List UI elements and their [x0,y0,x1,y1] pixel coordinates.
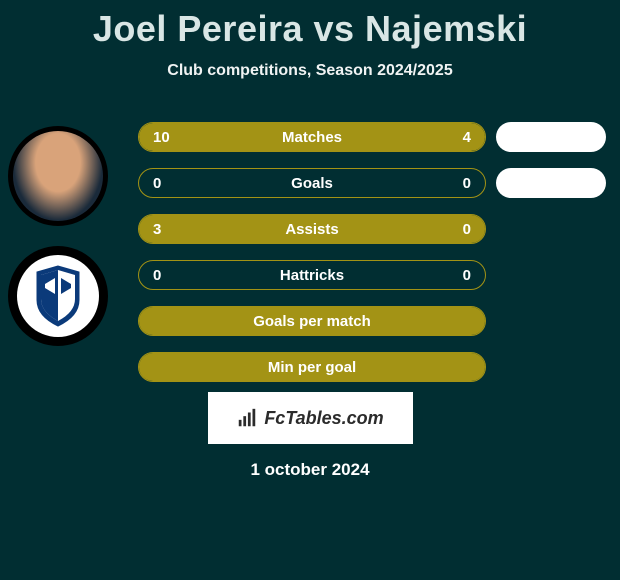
avatar-column [8,126,108,346]
stat-bar: 0 Goals 0 [138,168,486,198]
stat-row-hattricks: 0 Hattricks 0 [138,260,620,290]
stat-bar: 3 Assists 0 [138,214,486,244]
comparison-date: 1 october 2024 [0,460,620,480]
stat-row-goals-per-match: Goals per match [138,306,620,336]
comparison-content: 10 Matches 4 0 Goals 0 3 Assists 0 [0,122,620,480]
stat-row-assists: 3 Assists 0 [138,214,620,244]
stat-row-matches: 10 Matches 4 [138,122,620,152]
player-face-icon [13,131,103,221]
comparison-title: Joel Pereira vs Najemski [0,0,620,50]
stat-value-right: 0 [463,267,471,284]
stat-row-goals: 0 Goals 0 [138,168,620,198]
stat-bar: 0 Hattricks 0 [138,260,486,290]
stat-bar: 10 Matches 4 [138,122,486,152]
club-logo-icon [17,255,99,337]
chart-icon [236,407,258,429]
stat-row-min-per-goal: Min per goal [138,352,620,382]
stat-value-left: 0 [153,267,161,284]
stat-value-left: 10 [153,129,170,146]
comparison-subtitle: Club competitions, Season 2024/2025 [0,62,620,80]
shield-icon [31,264,85,328]
stat-value-right: 4 [463,129,471,146]
watermark: FcTables.com [208,392,413,444]
stat-bar: Goals per match [138,306,486,336]
stat-label: Assists [285,221,338,238]
stat-label: Goals [291,175,333,192]
player-avatar-right [8,246,108,346]
stat-label: Min per goal [268,359,356,376]
stat-label: Goals per match [253,313,371,330]
stat-label: Hattricks [280,267,344,284]
stat-value-right: 0 [463,221,471,238]
bar-fill-left [139,123,385,151]
stat-value-left: 0 [153,175,161,192]
stat-pill [496,122,606,152]
stat-bars: 10 Matches 4 0 Goals 0 3 Assists 0 [138,122,620,382]
stat-label: Matches [282,129,342,146]
watermark-text: FcTables.com [264,408,383,429]
stat-bar: Min per goal [138,352,486,382]
stat-value-left: 3 [153,221,161,238]
stat-pill [496,168,606,198]
stat-value-right: 0 [463,175,471,192]
player-avatar-left [8,126,108,226]
